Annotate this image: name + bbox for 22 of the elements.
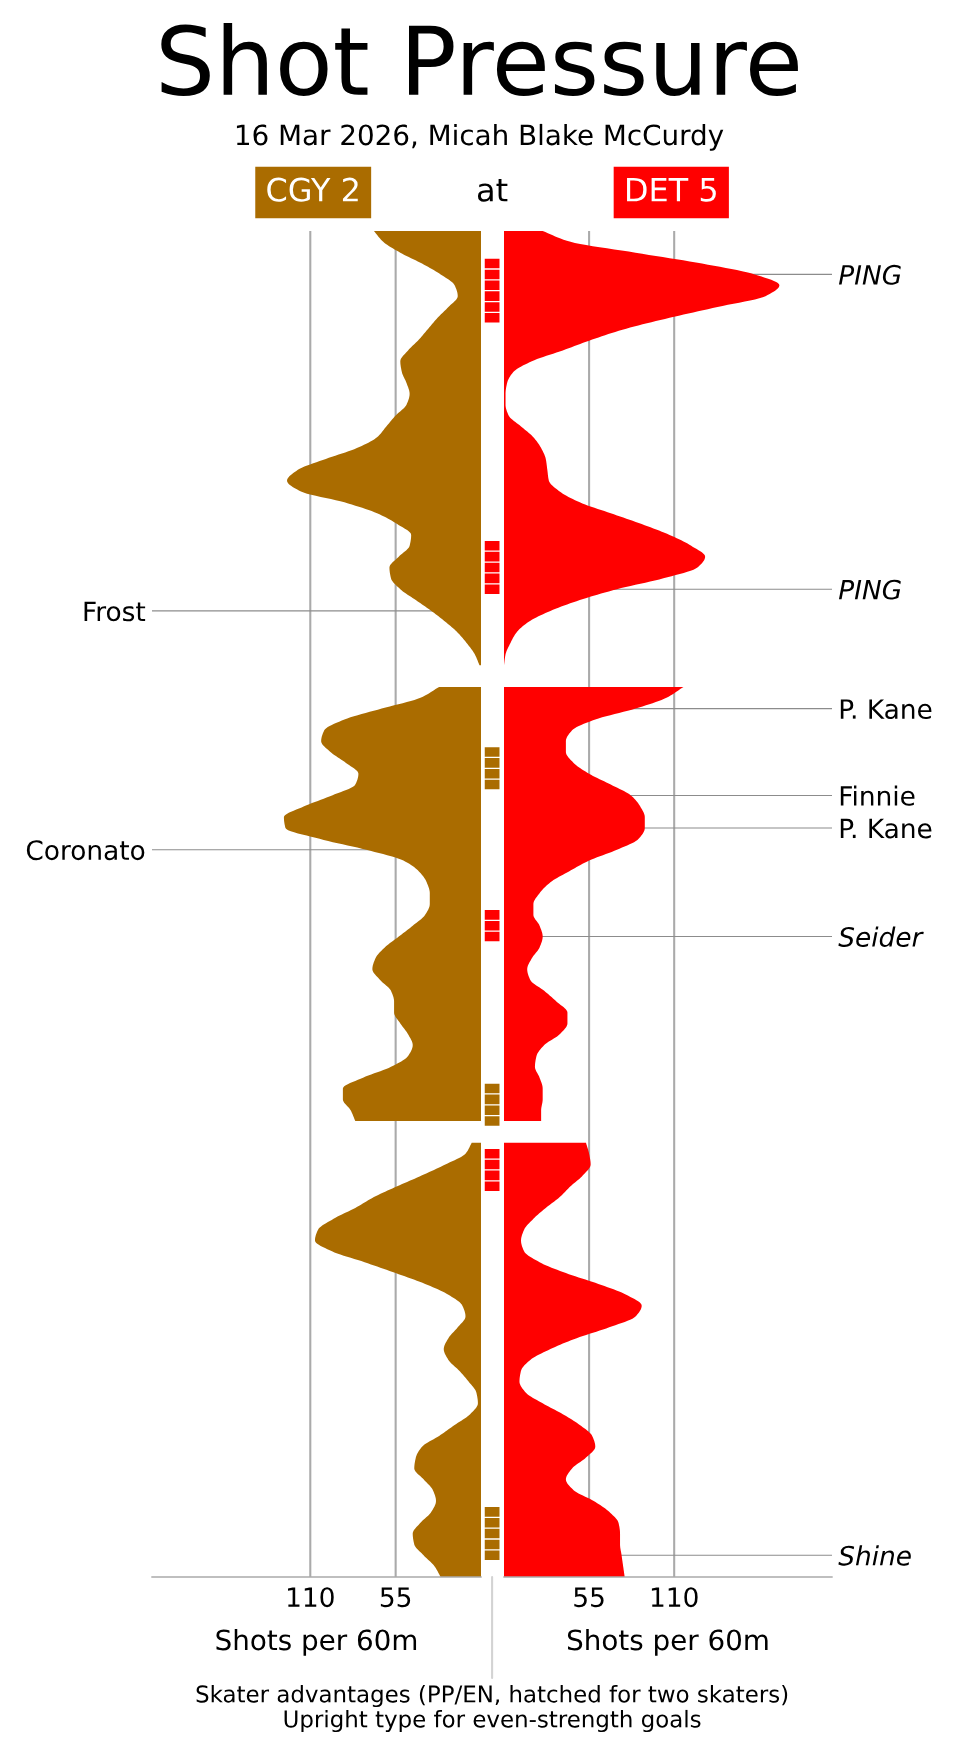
x-tick-label: 110 xyxy=(288,1587,334,1608)
text: at xyxy=(477,178,508,202)
text: Upright type for even-strength goals xyxy=(284,1709,701,1733)
x-tick-label: 55 xyxy=(380,1587,411,1608)
series-label: DET 5 xyxy=(627,178,716,202)
y-tick-label: PING xyxy=(838,264,901,285)
x-tick-label: 110 xyxy=(651,1587,698,1608)
y-tick-label: Frost xyxy=(84,601,146,622)
x-axis-title: Shots per 60m xyxy=(567,1628,768,1656)
x-tick-label: 55 xyxy=(574,1587,604,1608)
text: Skater advantages (PP/EN, hatched for two skaters) xyxy=(196,1684,788,1708)
y-tick-label: P. Kane xyxy=(840,818,932,839)
chart-subtitle: 16 Mar 2026, Micah Blake McCurdy xyxy=(236,123,724,151)
y-tick-label: P. Kane xyxy=(840,699,932,720)
y-tick-label: Shine xyxy=(838,1545,911,1566)
y-tick-label: Finnie xyxy=(840,785,915,806)
y-tick-label: Seider xyxy=(838,926,924,947)
y-tick-label: PING xyxy=(838,579,901,600)
series-label: CGY 2 xyxy=(267,177,358,202)
chart-title: Shot Pressure xyxy=(161,22,798,97)
y-tick-label: Coronato xyxy=(26,840,145,861)
x-axis-title: Shots per 60m xyxy=(216,1628,417,1656)
